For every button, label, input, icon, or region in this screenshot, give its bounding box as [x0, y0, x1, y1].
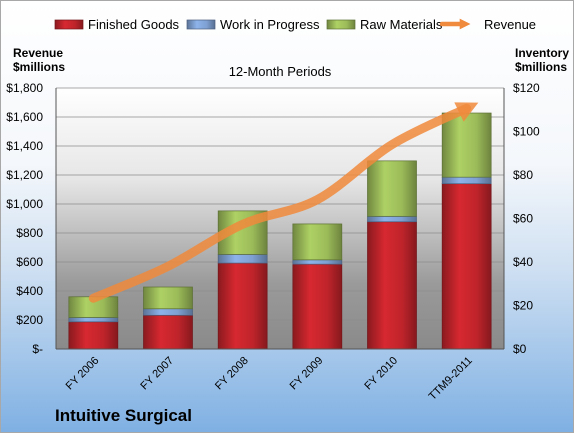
left-tick-label: $600 [16, 255, 43, 269]
bar-raw-materials [143, 286, 193, 310]
right-tick-label: $0 [513, 342, 527, 356]
right-tick-label: $120 [513, 81, 540, 95]
legend-label: Revenue [484, 17, 536, 32]
bar-raw-materials [441, 112, 492, 178]
left-tick-label: $- [32, 342, 43, 356]
bar-work-in-progress [292, 259, 343, 265]
right-tick-label: $60 [513, 212, 533, 226]
right-tick-label: $100 [513, 125, 540, 139]
left-tick-label: $400 [16, 284, 43, 298]
bar-finished-goods [441, 183, 492, 350]
revenue-line-path [88, 102, 479, 303]
bar-finished-goods [68, 321, 119, 350]
legend-label: Work in Progress [220, 17, 320, 32]
left-tick-label: $1,800 [6, 81, 43, 95]
left-axis-title: Revenue [13, 46, 63, 60]
legend: Finished Goods Work in Progress Raw Materi… [54, 17, 536, 32]
plot-area [56, 88, 504, 349]
legend-label: Finished Goods [88, 17, 180, 32]
left-tick-label: $1,600 [6, 110, 43, 124]
legend-label: Raw Materials [360, 17, 443, 32]
bars [68, 112, 492, 350]
legend-swatch-work-in-progress [186, 19, 216, 30]
bar-finished-goods [292, 263, 343, 350]
x-tick-label: FY 2007 [138, 355, 176, 393]
left-tick-label: $1,200 [6, 168, 43, 182]
company-name: Intuitive Surgical [55, 406, 192, 425]
legend-swatch-finished-goods [54, 19, 84, 30]
bar-raw-materials [367, 160, 417, 217]
right-tick-label: $40 [513, 255, 533, 269]
right-tick-label: $80 [513, 168, 533, 182]
legend-swatch-raw-materials [326, 19, 356, 30]
bar-work-in-progress [143, 308, 193, 316]
revenue-line [88, 102, 479, 303]
x-tick-label: TTM9-2011 [427, 355, 475, 403]
bar-raw-materials [292, 223, 343, 261]
left-tick-label: $800 [16, 226, 43, 240]
x-tick-label: FY 2010 [362, 355, 400, 393]
chart-title: 12-Month Periods [229, 64, 332, 79]
bar-finished-goods [143, 314, 193, 350]
x-tick-label: FY 2009 [288, 355, 326, 393]
x-tick-label: FY 2008 [213, 355, 251, 393]
bar-work-in-progress [217, 254, 268, 264]
left-tick-label: $200 [16, 313, 43, 327]
gridlines [56, 87, 504, 350]
left-tick-label: $1,400 [6, 139, 43, 153]
left-tick-label: $1,000 [6, 197, 43, 211]
right-axis-title: Inventory [515, 46, 569, 60]
right-axis-title: $millions [515, 60, 567, 74]
bar-work-in-progress [441, 176, 492, 185]
bar-work-in-progress [367, 215, 417, 223]
bar-finished-goods [217, 262, 268, 350]
bar-finished-goods [367, 221, 417, 350]
right-tick-label: $20 [513, 299, 533, 313]
left-axis-title: $millions [13, 60, 65, 74]
bar-work-in-progress [68, 317, 119, 323]
x-tick-label: FY 2006 [64, 355, 102, 393]
